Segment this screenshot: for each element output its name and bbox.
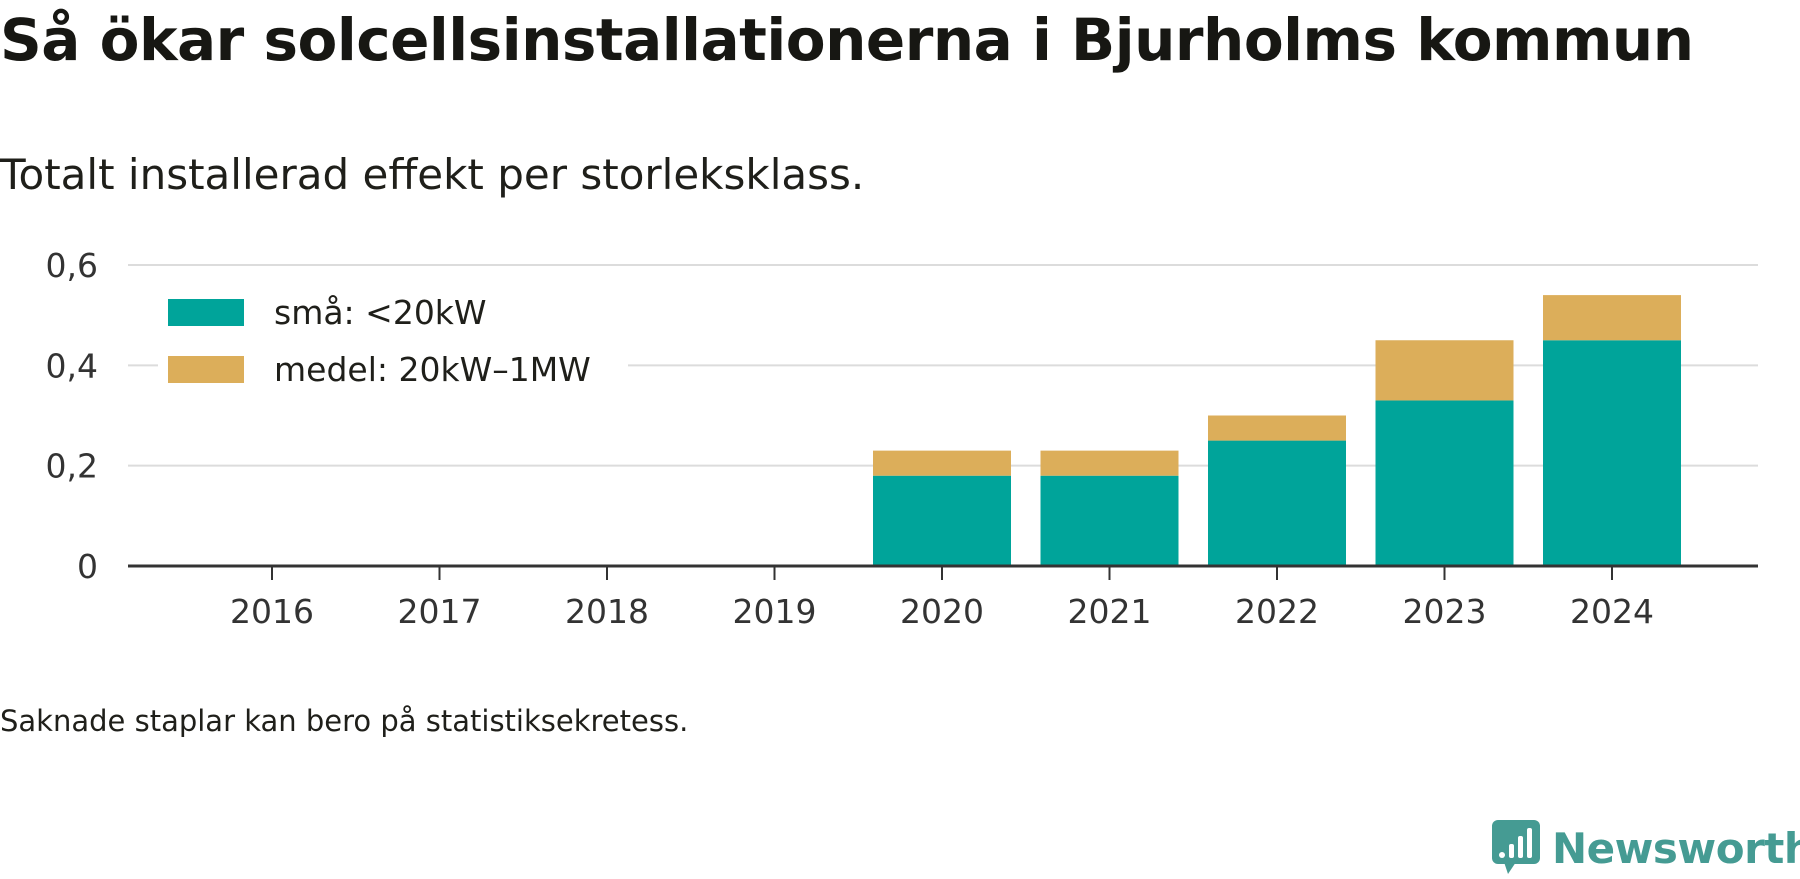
x-tick-label: 2017 [398,592,482,631]
bar-segment [1040,450,1179,476]
newsworthy-logo-icon [1492,820,1540,874]
brand-logo[interactable]: Newsworthy [1490,818,1800,878]
stacked-bar-chart: 0 0,2 0,4 0,6 2016 2017 2018 2019 2020 2021 2022 20… [46,246,1758,631]
bar-segment [1543,295,1681,341]
chart-subtitle: Totalt installerad effekt per storlekskl… [0,150,865,199]
y-tick-label: 0,6 [46,246,98,285]
bar-segment [1543,340,1681,566]
legend-label: små: <20kW [274,293,487,332]
x-tick-label: 2018 [565,592,649,631]
x-tick-label: 2016 [230,592,314,631]
x-tick-label: 2023 [1403,592,1487,631]
bar-segment [1040,475,1179,566]
x-tick-label: 2021 [1068,592,1152,631]
x-tick-label: 2024 [1570,592,1654,631]
bars [873,295,1681,566]
legend: små: <20kW medel: 20kW–1MW [158,290,628,400]
bar-segment [873,475,1011,566]
y-tick-label: 0,4 [46,346,98,385]
legend-label: medel: 20kW–1MW [274,350,591,389]
x-tick-label: 2022 [1235,592,1319,631]
x-tick-label: 2020 [900,592,984,631]
axes: 0 0,2 0,4 0,6 2016 2017 2018 2019 2020 2021 2022 20… [46,246,1758,631]
y-tick-label: 0 [77,547,98,586]
chart-title: Så ökar solcellsinstallationerna i Bjurh… [0,6,1694,74]
brand-name: Newsworthy [1552,823,1800,873]
legend-swatch [168,356,244,383]
bar-segment [1208,440,1346,566]
y-tick-label: 0,2 [46,447,98,486]
bar-segment [873,450,1011,476]
bar-segment [1208,415,1346,441]
bar-segment [1375,340,1514,401]
bar-segment [1375,400,1514,566]
footnote: Saknade staplar kan bero på statistiksek… [0,704,689,738]
legend-swatch [168,299,244,326]
x-tick-label: 2019 [733,592,817,631]
